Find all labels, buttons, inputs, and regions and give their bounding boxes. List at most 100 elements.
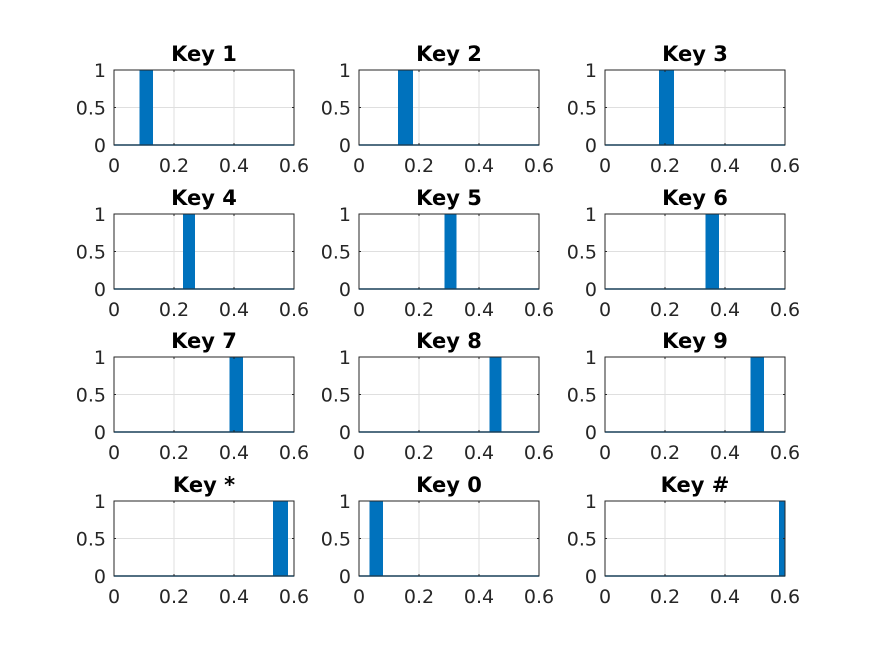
subplot-title: Key 4 [171, 186, 237, 210]
y-tick-label: 0 [94, 279, 106, 301]
y-tick-label: 0 [94, 135, 106, 157]
y-tick-label: 0.5 [76, 529, 106, 551]
x-tick-label: 0.4 [464, 442, 494, 464]
y-tick-label: 1 [339, 60, 351, 82]
x-tick-label: 0.4 [219, 586, 249, 608]
y-tick-label: 0 [585, 422, 597, 444]
subplot-title: Key 0 [416, 473, 482, 497]
x-tick-label: 0 [599, 586, 611, 608]
bar [444, 214, 457, 289]
x-tick-label: 0.2 [159, 155, 189, 177]
y-tick-label: 0 [339, 135, 351, 157]
x-tick-label: 0.6 [279, 155, 309, 177]
x-tick-label: 0.2 [650, 442, 680, 464]
y-tick-label: 1 [585, 491, 597, 513]
x-tick-label: 0.4 [710, 299, 740, 321]
x-tick-label: 0.6 [524, 586, 554, 608]
y-tick-label: 1 [94, 491, 106, 513]
subplot-7: 0 0.2 0.4 0.6 0 0.5 1 Key 7 [76, 329, 309, 464]
subplot-title: Key * [173, 473, 235, 497]
bar [398, 70, 413, 145]
subplot-title: Key 9 [662, 329, 728, 353]
y-tick-label: 1 [94, 204, 106, 226]
x-tick-label: 0.2 [650, 299, 680, 321]
subplot-4: 0 0.2 0.4 0.6 0 0.5 1 Key 4 [76, 186, 309, 321]
y-tick-label: 0 [585, 135, 597, 157]
y-tick-label: 1 [585, 347, 597, 369]
subplot-12: 0 0.2 0.4 0.6 0 0.5 1 Key # [567, 473, 800, 608]
subplot-title: Key 7 [171, 329, 237, 353]
y-tick-label: 1 [339, 491, 351, 513]
y-tick-label: 0.5 [76, 98, 106, 120]
x-tick-label: 0.6 [524, 299, 554, 321]
x-tick-label: 0.6 [770, 155, 800, 177]
x-tick-label: 0.2 [650, 155, 680, 177]
y-tick-label: 1 [585, 60, 597, 82]
x-tick-label: 0.6 [279, 442, 309, 464]
x-tick-label: 0 [353, 586, 365, 608]
y-tick-label: 0 [339, 566, 351, 588]
x-tick-label: 0 [353, 442, 365, 464]
y-tick-label: 0 [94, 566, 106, 588]
subplot-5: 0 0.2 0.4 0.6 0 0.5 1 Key 5 [321, 186, 554, 321]
x-tick-label: 0.4 [464, 299, 494, 321]
x-tick-label: 0 [108, 299, 120, 321]
y-tick-label: 0 [339, 422, 351, 444]
y-tick-label: 0.5 [567, 242, 597, 264]
y-tick-label: 0 [94, 422, 106, 444]
x-tick-label: 0.2 [404, 442, 434, 464]
subplot-title: Key 8 [416, 329, 482, 353]
subplot-3: 0 0.2 0.4 0.6 0 0.5 1 Key 3 [567, 42, 800, 177]
x-tick-label: 0.2 [404, 586, 434, 608]
x-tick-label: 0.6 [279, 586, 309, 608]
bar [229, 357, 243, 432]
x-tick-label: 0.2 [159, 442, 189, 464]
y-tick-label: 0.5 [567, 385, 597, 407]
x-tick-label: 0 [599, 442, 611, 464]
x-tick-label: 0.4 [710, 442, 740, 464]
x-tick-label: 0.2 [650, 586, 680, 608]
subplot-title: Key 1 [171, 42, 237, 66]
x-tick-label: 0.4 [219, 442, 249, 464]
x-tick-label: 0 [108, 442, 120, 464]
subplot-title: Key 3 [662, 42, 728, 66]
x-tick-label: 0.2 [404, 299, 434, 321]
y-tick-label: 1 [339, 204, 351, 226]
y-tick-label: 0.5 [567, 529, 597, 551]
subplot-8: 0 0.2 0.4 0.6 0 0.5 1 Key 8 [321, 329, 554, 464]
bar [750, 357, 764, 432]
x-tick-label: 0.4 [464, 586, 494, 608]
x-tick-label: 0.4 [219, 299, 249, 321]
y-tick-label: 0.5 [321, 98, 351, 120]
x-tick-label: 0 [599, 299, 611, 321]
bar [779, 501, 785, 576]
subplot-title: Key 5 [416, 186, 482, 210]
subplot-11: 0 0.2 0.4 0.6 0 0.5 1 Key 0 [321, 473, 554, 608]
bar [183, 214, 195, 289]
x-tick-label: 0.4 [464, 155, 494, 177]
y-tick-label: 0 [585, 279, 597, 301]
x-tick-label: 0 [353, 155, 365, 177]
y-tick-label: 1 [94, 60, 106, 82]
y-tick-label: 1 [585, 204, 597, 226]
x-tick-label: 0.2 [159, 299, 189, 321]
x-tick-label: 0.6 [524, 442, 554, 464]
x-tick-label: 0 [353, 299, 365, 321]
x-tick-label: 0.6 [524, 155, 554, 177]
x-tick-label: 0 [599, 155, 611, 177]
y-tick-label: 0.5 [321, 385, 351, 407]
bar [705, 214, 719, 289]
bar [273, 501, 288, 576]
subplot-title: Key 6 [662, 186, 728, 210]
y-tick-label: 0.5 [321, 529, 351, 551]
subplot-9: 0 0.2 0.4 0.6 0 0.5 1 Key 9 [567, 329, 800, 464]
subplot-1: 0 0.2 0.4 0.6 0 0.5 1 Key 1 [76, 42, 309, 177]
bar [139, 70, 153, 145]
bar [489, 357, 502, 432]
subplot-title: Key 2 [416, 42, 482, 66]
x-tick-label: 0.4 [710, 155, 740, 177]
bar [369, 501, 383, 576]
x-tick-label: 0.6 [279, 299, 309, 321]
x-tick-label: 0 [108, 586, 120, 608]
